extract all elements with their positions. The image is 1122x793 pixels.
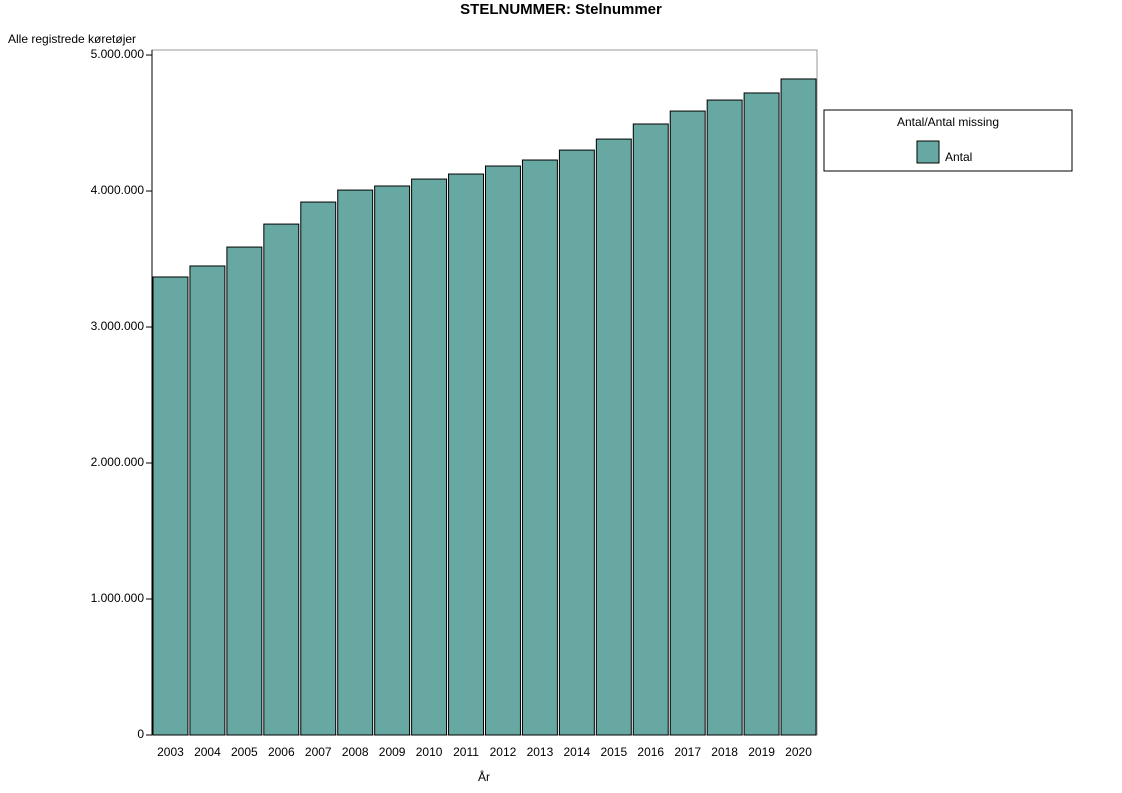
y-tick-label: 4.000.000	[91, 183, 145, 197]
x-tick-label: 2016	[637, 745, 664, 759]
y-tick-label: 3.000.000	[91, 319, 145, 333]
bar	[189, 265, 226, 736]
x-tick-label: 2006	[268, 745, 295, 759]
y-tick-label: 2.000.000	[91, 455, 145, 469]
bar	[152, 276, 189, 736]
bar	[448, 173, 484, 736]
y-tick-label: 0	[137, 727, 144, 741]
bar	[337, 189, 374, 736]
bar	[780, 78, 817, 736]
x-tick-label: 2020	[785, 745, 812, 759]
bar	[263, 223, 300, 736]
legend-box	[823, 109, 1073, 172]
legend-label: Antal	[945, 150, 972, 164]
bar	[558, 149, 595, 736]
x-tick-label: 2003	[157, 745, 184, 759]
y-axis-title: Alle registrede køretøjer	[8, 32, 136, 46]
legend-swatch	[916, 140, 940, 164]
x-tick-label: 2007	[305, 745, 332, 759]
bar	[669, 110, 706, 736]
chart-title: STELNUMMER: Stelnummer	[460, 1, 662, 18]
bar	[226, 246, 263, 736]
x-tick-label: 2019	[748, 745, 775, 759]
x-tick-label: 2005	[231, 745, 258, 759]
x-tick-label: 2010	[416, 745, 443, 759]
x-tick-label: 2009	[379, 745, 406, 759]
bar	[595, 138, 632, 736]
x-tick-label: 2004	[194, 745, 221, 759]
y-tick-label: 5.000.000	[91, 47, 145, 61]
bar	[521, 159, 558, 736]
x-tick-label: 2018	[711, 745, 738, 759]
bar	[485, 165, 521, 736]
bar	[300, 201, 337, 736]
x-axis-title: År	[478, 769, 490, 784]
bar	[632, 123, 669, 736]
x-tick-label: 2017	[674, 745, 701, 759]
x-tick-label: 2012	[490, 745, 517, 759]
bar	[743, 92, 780, 736]
x-tick-label: 2013	[527, 745, 554, 759]
x-tick-label: 2008	[342, 745, 369, 759]
x-tick-label: 2015	[600, 745, 627, 759]
bar	[374, 185, 411, 736]
bar	[706, 99, 743, 736]
x-tick-label: 2011	[453, 745, 479, 759]
bar	[411, 178, 448, 736]
legend-title: Antal/Antal missing	[897, 115, 999, 129]
y-tick-label: 1.000.000	[91, 591, 145, 605]
x-tick-label: 2014	[564, 745, 591, 759]
